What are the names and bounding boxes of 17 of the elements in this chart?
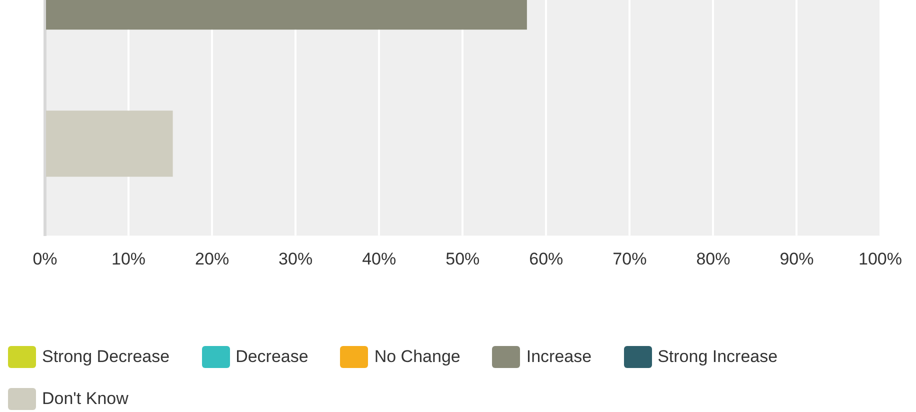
x-tick-label: 50%	[446, 249, 480, 268]
x-tick-label: 60%	[529, 249, 564, 268]
x-tick-label: 100%	[858, 249, 902, 268]
x-tick-label: 30%	[278, 249, 313, 268]
legend-label: No Change	[374, 347, 460, 367]
x-tick-label: 20%	[195, 249, 230, 268]
legend-label: Decrease	[236, 347, 308, 367]
x-tick-label: 0%	[32, 249, 58, 268]
legend-label: Strong Decrease	[42, 347, 170, 367]
x-tick-label: 90%	[780, 249, 814, 268]
x-tick-label: 80%	[696, 249, 730, 268]
x-tick-label: 10%	[112, 249, 146, 268]
x-tick-label: 70%	[612, 249, 647, 268]
legend-label: Increase	[526, 347, 592, 367]
legend-label: Strong Increase	[658, 347, 778, 367]
legend-label: Don't Know	[42, 389, 128, 409]
x-tick-label: 40%	[362, 249, 396, 268]
